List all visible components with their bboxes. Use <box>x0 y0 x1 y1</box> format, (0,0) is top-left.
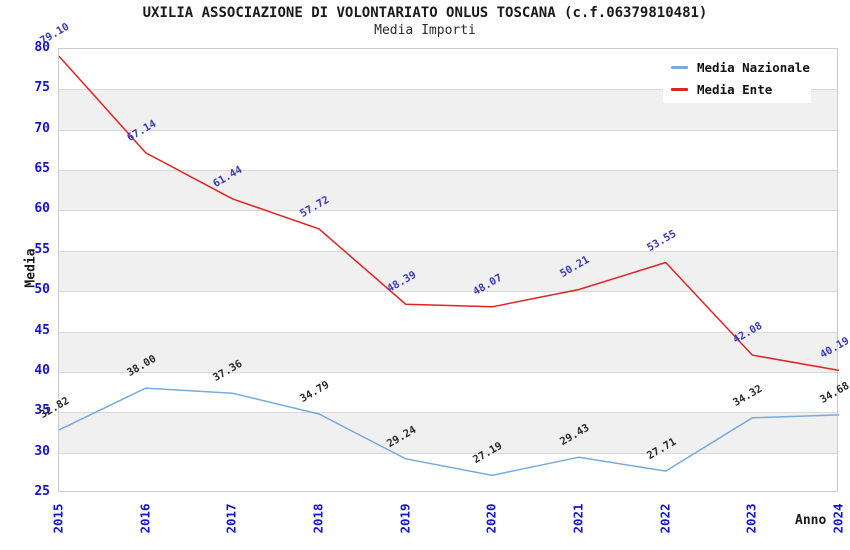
series-line-media-nazionale <box>58 387 840 477</box>
gridline <box>59 250 837 252</box>
x-tick-label: 2018 <box>310 503 326 534</box>
y-tick-label: 45 <box>34 322 50 338</box>
x-tick-label: 2020 <box>483 503 499 534</box>
chart-subtitle: Media Importi <box>374 23 476 38</box>
x-tick-label: 2021 <box>570 503 586 534</box>
plot-band <box>59 170 837 211</box>
legend-item-media-nazionale[interactable]: Media Nazionale <box>671 60 811 75</box>
legend-label-media-nazionale: Media Nazionale <box>697 59 810 75</box>
gridline <box>59 331 837 333</box>
plot-band <box>59 331 837 372</box>
y-tick-label: 50 <box>34 282 50 298</box>
gridline <box>59 412 837 414</box>
x-tick-label: 2023 <box>743 503 759 534</box>
plot-area <box>58 48 840 492</box>
legend-label-media-ente: Media Ente <box>697 81 773 97</box>
x-axis-title: Anno <box>795 513 827 528</box>
y-tick-label: 80 <box>34 40 50 55</box>
x-tick-label: 2017 <box>223 503 239 534</box>
x-tick-label: 2019 <box>397 503 413 534</box>
y-axis-title: Media <box>23 248 39 288</box>
legend: Media Nazionale Media Ente <box>663 53 811 103</box>
x-tick-label: 2015 <box>50 503 66 534</box>
chart-title: UXILIA ASSOCIAZIONE DI VOLONTARIATO ONLU… <box>142 5 708 21</box>
y-tick-label: 35 <box>34 403 50 419</box>
gridline <box>59 210 837 212</box>
gridline <box>59 170 837 172</box>
x-tick-label: 2016 <box>137 503 153 534</box>
gridline <box>59 89 837 91</box>
gridline <box>59 452 837 454</box>
legend-line-sample-media-nazionale-icon <box>671 65 688 69</box>
y-tick-label: 30 <box>34 443 50 459</box>
gridline <box>59 129 837 131</box>
y-tick-label: 60 <box>34 201 50 217</box>
series-lines <box>58 55 840 477</box>
series-line-media-ente <box>58 55 840 372</box>
plot-band <box>59 250 837 292</box>
y-tick-label: 40 <box>34 362 50 378</box>
y-tick-label: 75 <box>34 80 50 96</box>
y-tick-label: 65 <box>34 161 50 177</box>
y-tick-label: 55 <box>34 241 50 257</box>
x-tick-label: 2022 <box>657 503 673 534</box>
gridline <box>59 371 837 373</box>
gridline <box>59 291 837 293</box>
y-tick-label: 70 <box>34 120 50 136</box>
legend-line-sample-media-ente-icon <box>671 87 688 91</box>
y-tick-label: 25 <box>34 484 50 499</box>
legend-item-media-ente[interactable]: Media Ente <box>671 82 811 97</box>
